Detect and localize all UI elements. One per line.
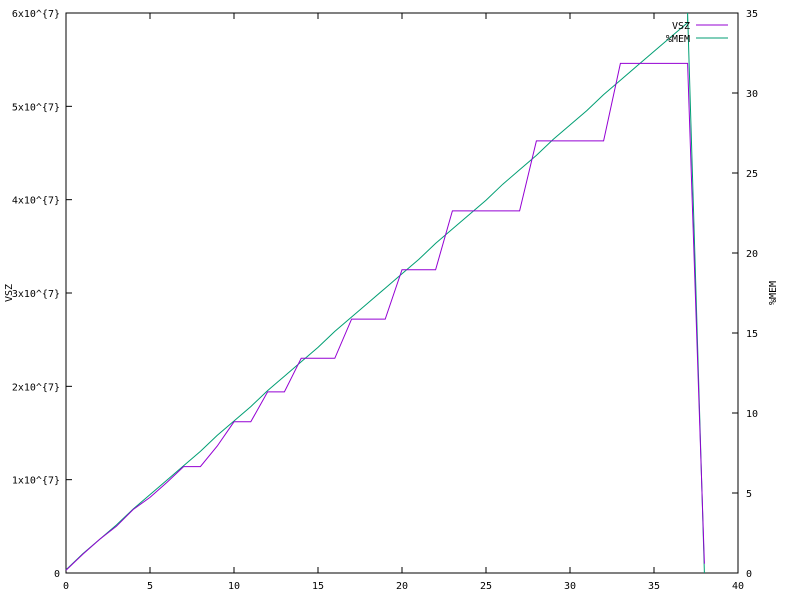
legend-label-mem: %MEM [666, 34, 690, 45]
x-tick-label: 0 [63, 581, 69, 592]
y2-tick-label: 20 [746, 249, 758, 260]
x-tick-label: 20 [396, 581, 408, 592]
series-line-vsz [65, 62, 705, 571]
x-axis-ticks: 0 5 10 15 20 25 30 35 40 [63, 13, 744, 592]
y-tick-label: 2x10^{7} [12, 382, 60, 393]
x-tick-label: 5 [147, 581, 153, 592]
y-tick-label: 3x10^{7} [12, 289, 60, 300]
y2-tick-label: 0 [746, 569, 752, 580]
y2-tick-label: 5 [746, 489, 752, 500]
legend: VSZ %MEM [666, 21, 728, 45]
legend-label-vsz: VSZ [672, 21, 690, 32]
y-tick-label: 0 [54, 569, 60, 580]
y2-tick-label: 10 [746, 409, 758, 420]
y-axis-label: VSZ [4, 284, 15, 302]
y-tick-label: 5x10^{7} [12, 102, 60, 113]
y-tick-label: 4x10^{7} [12, 196, 60, 207]
y2-tick-label: 15 [746, 329, 758, 340]
y-axis-ticks: 0 1x10^{7} 2x10^{7} 3x10^{7} 4x10^{7} 5x10^{7… [12, 9, 72, 580]
y2-tick-label: 25 [746, 169, 758, 180]
x-tick-label: 40 [732, 581, 744, 592]
y-tick-label: 6x10^{7} [12, 9, 60, 20]
x-tick-label: 25 [480, 581, 492, 592]
x-tick-label: 15 [312, 581, 324, 592]
series-layer [65, 12, 705, 574]
series-line-mem [65, 12, 705, 574]
plot-frame [65, 12, 739, 574]
y-tick-label: 1x10^{7} [12, 476, 60, 487]
x-tick-label: 35 [648, 581, 660, 592]
y2-tick-label: 30 [746, 89, 758, 100]
y2-axis-ticks: 0 5 10 15 20 25 30 35 [732, 9, 758, 580]
y2-tick-label: 35 [746, 9, 758, 20]
x-tick-label: 10 [228, 581, 240, 592]
y2-axis-label: %MEM [768, 281, 779, 305]
x-tick-label: 30 [564, 581, 576, 592]
